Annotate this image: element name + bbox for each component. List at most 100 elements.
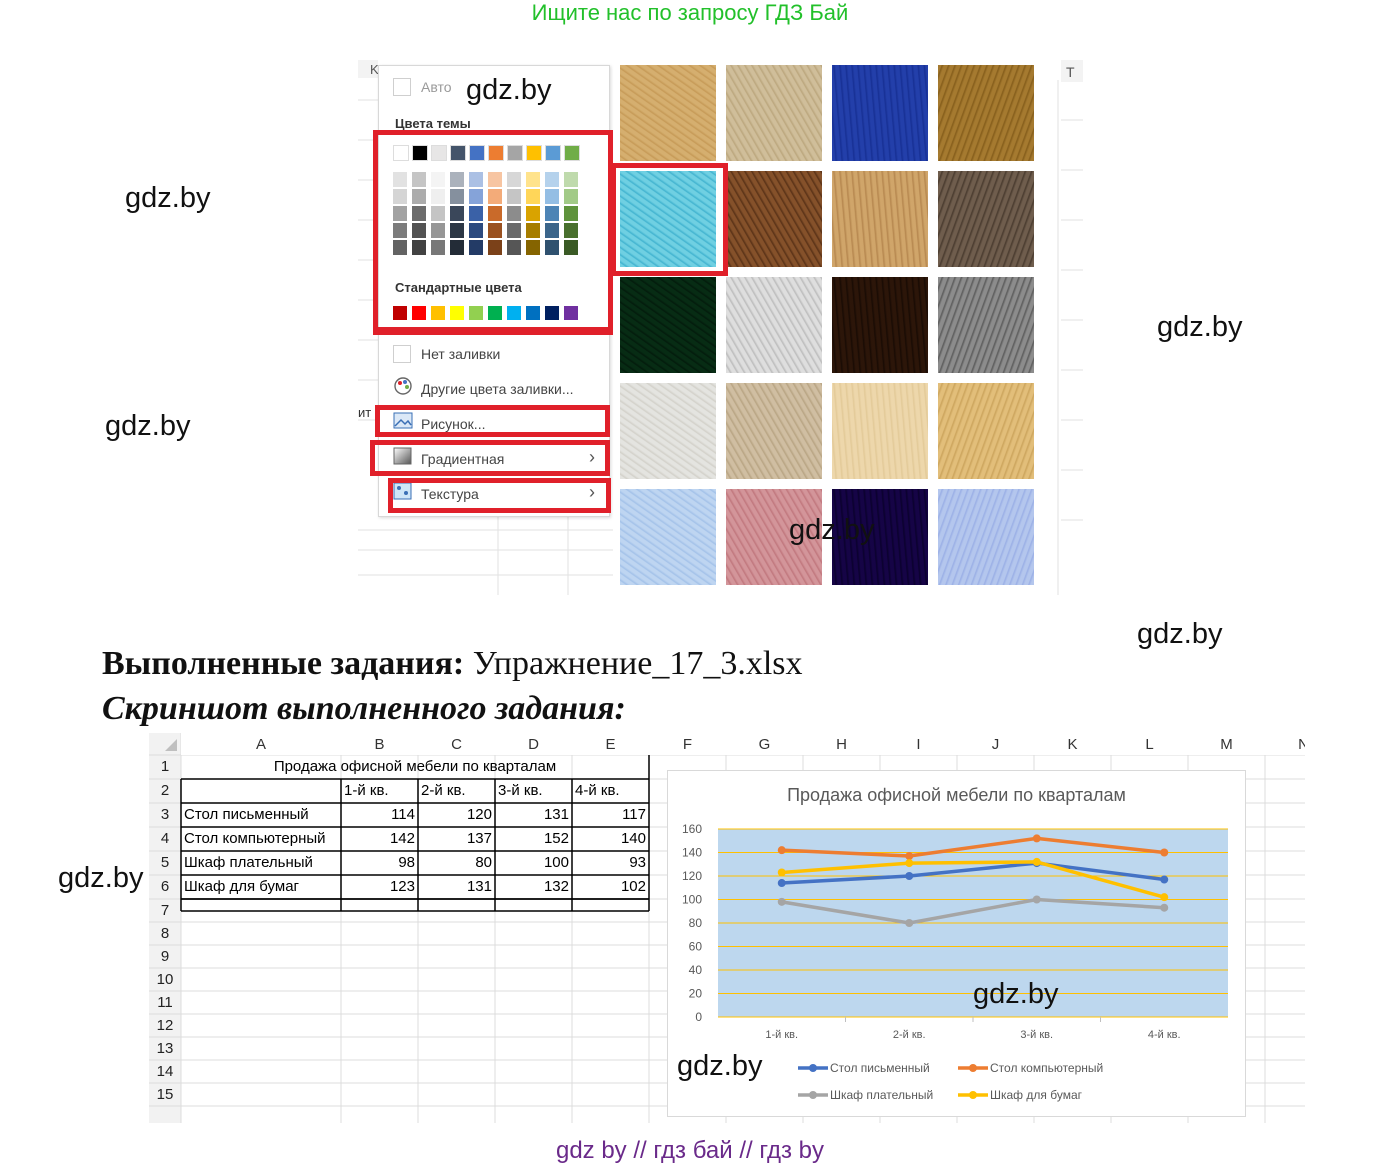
theme-color-swatch[interactable] xyxy=(412,145,428,161)
theme-shade-swatch[interactable] xyxy=(526,240,540,255)
item-name-cell[interactable]: Шкаф плательный xyxy=(184,854,313,871)
theme-shade-swatch[interactable] xyxy=(431,172,445,187)
theme-shade-swatch[interactable] xyxy=(469,206,483,221)
row-header[interactable]: 8 xyxy=(160,925,170,942)
theme-color-swatch[interactable] xyxy=(526,145,542,161)
theme-shade-swatch[interactable] xyxy=(507,189,521,204)
theme-shade-swatch[interactable] xyxy=(393,172,407,187)
theme-shade-swatch[interactable] xyxy=(526,189,540,204)
column-header-e[interactable]: E xyxy=(572,733,649,755)
theme-color-swatch[interactable] xyxy=(469,145,485,161)
value-cell[interactable]: 98 xyxy=(398,854,415,871)
theme-shade-swatch[interactable] xyxy=(564,206,578,221)
theme-shade-swatch[interactable] xyxy=(393,223,407,238)
theme-color-swatch[interactable] xyxy=(431,145,447,161)
value-cell[interactable]: 80 xyxy=(475,854,492,871)
theme-shade-swatch[interactable] xyxy=(488,172,502,187)
menu-item-more-colors[interactable]: Другие цвета заливки... xyxy=(421,381,574,397)
theme-shade-swatch[interactable] xyxy=(545,172,559,187)
standard-color-swatch[interactable] xyxy=(431,306,445,320)
texture-swatch[interactable] xyxy=(620,171,716,267)
texture-swatch[interactable] xyxy=(620,489,716,585)
theme-shade-swatch[interactable] xyxy=(507,172,521,187)
standard-color-swatch[interactable] xyxy=(545,306,559,320)
theme-shade-swatch[interactable] xyxy=(469,240,483,255)
theme-shade-swatch[interactable] xyxy=(412,172,426,187)
theme-shade-swatch[interactable] xyxy=(450,223,464,238)
theme-color-swatch[interactable] xyxy=(545,145,561,161)
theme-shade-swatch[interactable] xyxy=(526,223,540,238)
row-header[interactable]: 14 xyxy=(156,1063,174,1080)
value-cell[interactable]: 123 xyxy=(389,878,415,895)
menu-item-texture[interactable]: Текстура xyxy=(421,486,479,502)
column-header-g[interactable]: G xyxy=(726,733,803,755)
column-header-a[interactable]: A xyxy=(181,733,341,755)
quarter-header-cell[interactable]: 1-й кв. xyxy=(344,782,389,799)
theme-color-swatch[interactable] xyxy=(450,145,466,161)
standard-color-swatch[interactable] xyxy=(469,306,483,320)
row-header[interactable]: 5 xyxy=(160,854,170,871)
theme-shade-swatch[interactable] xyxy=(488,189,502,204)
theme-shade-swatch[interactable] xyxy=(469,189,483,204)
standard-color-swatch[interactable] xyxy=(450,306,464,320)
theme-shade-swatch[interactable] xyxy=(507,223,521,238)
theme-shade-swatch[interactable] xyxy=(488,223,502,238)
theme-shade-swatch[interactable] xyxy=(431,189,445,204)
column-header-f[interactable]: F xyxy=(649,733,726,755)
select-all-corner[interactable] xyxy=(165,739,177,751)
column-header-j[interactable]: J xyxy=(957,733,1034,755)
theme-shade-swatch[interactable] xyxy=(412,223,426,238)
menu-item-picture[interactable]: Рисунок... xyxy=(421,416,486,432)
quarter-header-cell[interactable]: 4-й кв. xyxy=(575,782,620,799)
column-header-l[interactable]: L xyxy=(1111,733,1188,755)
standard-color-swatch[interactable] xyxy=(564,306,578,320)
texture-swatch[interactable] xyxy=(938,489,1034,585)
quarter-header-cell[interactable]: 2-й кв. xyxy=(421,782,466,799)
row-header[interactable]: 1 xyxy=(160,758,170,775)
theme-shade-swatch[interactable] xyxy=(393,206,407,221)
theme-shade-swatch[interactable] xyxy=(412,206,426,221)
menu-item-auto[interactable]: Авто xyxy=(421,79,452,95)
quarter-header-cell[interactable]: 3-й кв. xyxy=(498,782,543,799)
texture-swatch[interactable] xyxy=(726,489,822,585)
value-cell[interactable]: 132 xyxy=(543,878,569,895)
theme-shade-swatch[interactable] xyxy=(450,240,464,255)
row-header[interactable]: 12 xyxy=(156,1017,174,1034)
theme-shade-swatch[interactable] xyxy=(564,189,578,204)
value-cell[interactable]: 152 xyxy=(543,830,569,847)
row-header[interactable]: 2 xyxy=(160,782,170,799)
value-cell[interactable]: 120 xyxy=(466,806,492,823)
row-header[interactable]: 13 xyxy=(156,1040,174,1057)
texture-swatch[interactable] xyxy=(726,383,822,479)
column-header-h[interactable]: H xyxy=(803,733,880,755)
theme-shade-swatch[interactable] xyxy=(488,206,502,221)
texture-swatch[interactable] xyxy=(726,277,822,373)
theme-shade-swatch[interactable] xyxy=(469,223,483,238)
theme-shade-swatch[interactable] xyxy=(545,240,559,255)
theme-shade-swatch[interactable] xyxy=(450,189,464,204)
theme-color-swatch[interactable] xyxy=(393,145,409,161)
theme-shade-swatch[interactable] xyxy=(545,223,559,238)
value-cell[interactable]: 93 xyxy=(629,854,646,871)
table-title-cell[interactable]: Продажа офисной мебели по кварталам xyxy=(273,758,557,775)
no-fill-swatch[interactable] xyxy=(393,345,411,363)
menu-item-gradient[interactable]: Градиентная xyxy=(421,451,505,467)
standard-color-swatch[interactable] xyxy=(412,306,426,320)
theme-shade-swatch[interactable] xyxy=(393,189,407,204)
theme-shade-swatch[interactable] xyxy=(507,206,521,221)
value-cell[interactable]: 100 xyxy=(543,854,569,871)
theme-shade-swatch[interactable] xyxy=(431,240,445,255)
standard-color-swatch[interactable] xyxy=(488,306,502,320)
standard-color-swatch[interactable] xyxy=(507,306,521,320)
theme-shade-swatch[interactable] xyxy=(545,189,559,204)
row-header[interactable]: 11 xyxy=(157,994,173,1011)
standard-color-swatch[interactable] xyxy=(393,306,407,320)
theme-shade-swatch[interactable] xyxy=(564,172,578,187)
theme-color-swatch[interactable] xyxy=(507,145,523,161)
theme-shade-swatch[interactable] xyxy=(412,189,426,204)
row-header[interactable]: 15 xyxy=(156,1086,174,1103)
texture-swatch[interactable] xyxy=(620,277,716,373)
theme-shade-swatch[interactable] xyxy=(412,240,426,255)
texture-swatch[interactable] xyxy=(938,277,1034,373)
value-cell[interactable]: 140 xyxy=(620,830,646,847)
